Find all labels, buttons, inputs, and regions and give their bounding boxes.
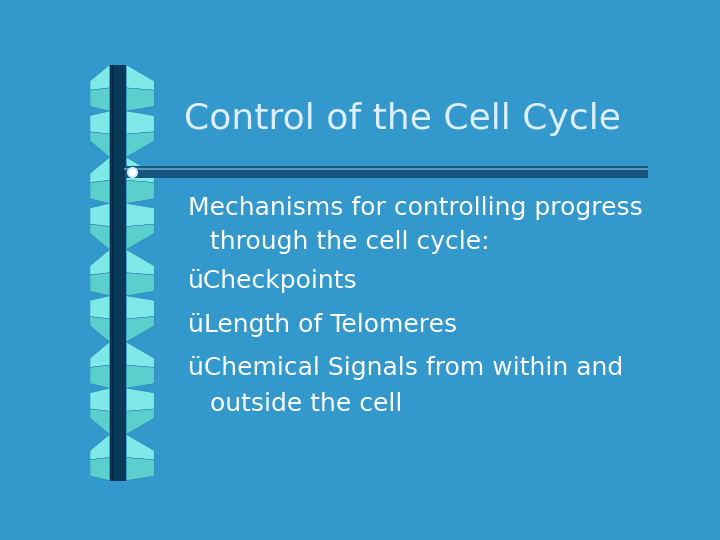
Polygon shape <box>90 434 109 460</box>
Polygon shape <box>125 166 648 178</box>
Text: outside the cell: outside the cell <box>210 392 402 416</box>
Polygon shape <box>90 388 109 411</box>
Polygon shape <box>126 365 154 388</box>
Polygon shape <box>90 457 109 481</box>
Polygon shape <box>90 342 109 367</box>
Polygon shape <box>90 249 109 275</box>
Polygon shape <box>126 249 154 275</box>
Polygon shape <box>90 224 109 249</box>
Text: üLength of Telomeres: üLength of Telomeres <box>188 313 456 336</box>
Polygon shape <box>126 316 154 342</box>
Text: Mechanisms for controlling progress: Mechanisms for controlling progress <box>188 196 642 220</box>
Polygon shape <box>109 65 126 481</box>
Polygon shape <box>126 88 154 111</box>
Text: üCheckpoints: üCheckpoints <box>188 269 357 293</box>
Polygon shape <box>90 88 109 111</box>
Text: Control of the Cell Cycle: Control of the Cell Cycle <box>184 102 621 136</box>
Polygon shape <box>90 365 109 388</box>
Polygon shape <box>126 296 154 319</box>
Polygon shape <box>111 65 125 481</box>
Polygon shape <box>126 409 154 434</box>
Polygon shape <box>90 65 109 90</box>
Polygon shape <box>126 157 154 183</box>
Polygon shape <box>90 180 109 204</box>
Polygon shape <box>126 132 154 157</box>
Polygon shape <box>90 111 109 134</box>
Polygon shape <box>126 457 154 481</box>
Polygon shape <box>126 273 154 296</box>
Text: through the cell cycle:: through the cell cycle: <box>210 230 490 253</box>
Polygon shape <box>126 434 154 460</box>
Polygon shape <box>90 157 109 183</box>
Polygon shape <box>126 65 154 90</box>
Text: üChemical Signals from within and: üChemical Signals from within and <box>188 356 623 380</box>
Polygon shape <box>90 132 109 157</box>
Polygon shape <box>90 204 109 226</box>
Polygon shape <box>126 204 154 226</box>
Polygon shape <box>126 342 154 367</box>
Polygon shape <box>90 273 109 296</box>
Polygon shape <box>90 296 109 319</box>
Polygon shape <box>126 180 154 204</box>
Polygon shape <box>126 388 154 411</box>
Polygon shape <box>90 409 109 434</box>
Polygon shape <box>90 316 109 342</box>
Polygon shape <box>126 111 154 134</box>
Polygon shape <box>126 224 154 249</box>
